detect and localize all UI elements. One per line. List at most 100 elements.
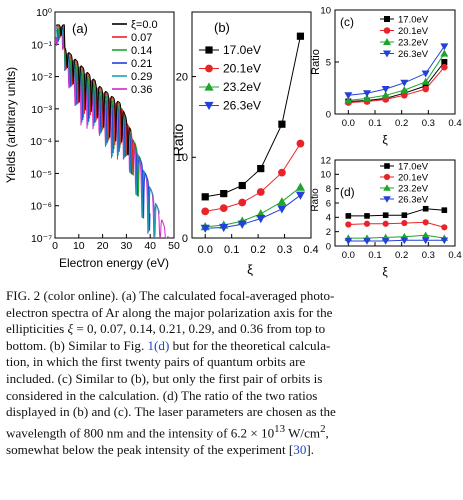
legend-label: 17.0eV — [223, 43, 261, 57]
panel-d-xlabel: ξ — [382, 265, 388, 279]
square-marker — [441, 207, 448, 213]
triangle-down-marker — [363, 90, 371, 98]
caption-line: electron spectra of Ar along the major p… — [6, 305, 458, 322]
panel-b-frame — [191, 11, 312, 239]
caption-exponent: 2 — [320, 422, 326, 435]
x-tick-label: 0.2 — [395, 250, 408, 261]
triangle-down-marker — [256, 215, 266, 224]
citation-link[interactable]: 30 — [293, 441, 307, 457]
triangle-up-marker — [383, 184, 391, 191]
x-tick-label: 0 — [52, 240, 58, 252]
x-tick-label: 0.1 — [368, 250, 381, 261]
triangle-up-marker — [295, 182, 306, 191]
panel-a-ylabel: Yields (arbitrary units) — [4, 67, 18, 183]
series-line — [205, 143, 301, 212]
caption-text: = 0, 0.07, 0.14, 0.21, 0.29, and 0.36 fr… — [73, 321, 326, 337]
legend-label: 0.21 — [131, 58, 152, 70]
triangle-down-marker — [440, 43, 449, 51]
caption-text: tion, in which the first twenty pairs of… — [6, 354, 306, 370]
panel-c-xlabel: ξ — [382, 133, 388, 147]
panel-c-label: (c) — [340, 15, 354, 29]
triangle-up-marker — [383, 38, 391, 45]
panel-b-ylabel: Ratio — [170, 123, 186, 156]
figure-reference-link[interactable]: 1(d) — [147, 337, 170, 353]
caption-text: considered in the calculation. (d) The r… — [6, 387, 318, 403]
square-marker — [220, 190, 228, 198]
square-marker — [238, 181, 246, 190]
x-tick-label: 0.0 — [342, 118, 355, 129]
square-marker — [401, 212, 408, 218]
legend-label: 26.3eV — [223, 99, 261, 113]
caption-text: FIG. 2 (color online). (a) The calculate… — [6, 288, 335, 303]
legend-label: 20.1eV — [398, 26, 429, 37]
circle-marker — [401, 91, 408, 99]
x-tick-label: 50 — [168, 240, 180, 252]
y-tick-label: 0 — [182, 233, 188, 245]
legend-label: 23.2eV — [398, 37, 429, 48]
y-tick-label: 10⁻⁷ — [31, 233, 52, 245]
triangle-down-marker — [237, 220, 247, 229]
legend-label: 23.2eV — [223, 80, 261, 94]
caption-text: electron spectra of Ar along the major p… — [6, 304, 333, 320]
panel-a-xlabel: Electron energy (eV) — [59, 256, 169, 270]
panel-d-ylabel: Ratio — [310, 188, 321, 212]
triangle-down-marker — [363, 238, 371, 245]
circle-marker — [422, 219, 429, 226]
triangle-up-marker — [277, 197, 287, 206]
x-tick-label: 0.3 — [422, 118, 435, 129]
y-tick-label: 12 — [320, 155, 331, 166]
series-line — [205, 194, 301, 229]
legend-label: 0.36 — [131, 84, 152, 96]
panel-a-frame — [54, 11, 175, 239]
caption-line: bottom. (b) Similar to Fig. 1(d) but for… — [6, 338, 458, 355]
y-tick-label: 10 — [176, 152, 188, 164]
y-tick-label: 4 — [326, 213, 331, 224]
triangle-down-marker — [295, 191, 306, 200]
triangle-down-marker — [381, 238, 390, 245]
circle-marker — [345, 221, 352, 228]
square-marker — [296, 32, 305, 40]
panel-c-ylabel: Ratio — [310, 49, 322, 75]
panel-d-frame — [334, 159, 456, 247]
square-marker — [441, 59, 448, 65]
x-tick-label: 0.3 — [277, 244, 292, 256]
caption-line: somewhat below the peak intensity of the… — [6, 442, 458, 459]
caption-text: ]. — [306, 441, 314, 457]
legend-label: ξ=0.0 — [131, 19, 158, 31]
triangle-up-marker — [440, 49, 449, 57]
x-tick-label: 0.0 — [342, 250, 355, 261]
circle-marker — [296, 139, 305, 148]
triangle-down-marker — [200, 224, 210, 233]
circle-marker — [383, 173, 391, 181]
triangle-up-marker — [421, 231, 430, 239]
x-tick-label: 30 — [121, 240, 133, 252]
caption-text: displayed in (b) and (c). The laser para… — [6, 404, 336, 420]
circle-marker — [219, 204, 228, 213]
x-tick-label: 0.4 — [448, 250, 461, 261]
legend-label: 23.2eV — [398, 183, 429, 194]
x-tick-label: 0.2 — [250, 244, 265, 256]
triangle-down-marker — [400, 237, 409, 245]
y-tick-label: 6 — [326, 198, 331, 209]
circle-marker — [401, 219, 408, 227]
legend-label: 17.0eV — [398, 161, 429, 172]
caption-line: included. (c) Similar to (b), but only t… — [6, 371, 458, 388]
triangle-down-marker — [383, 196, 391, 203]
series-line — [205, 36, 301, 198]
square-marker — [382, 212, 389, 218]
x-tick-label: 0.1 — [368, 118, 381, 129]
figure: (a) Yields (arbitrary units) Electron en… — [4, 5, 462, 279]
caption-text: but for the theoretical calcula- — [169, 337, 331, 353]
legend-label: 0.29 — [131, 71, 152, 83]
circle-marker — [238, 198, 247, 207]
x-tick-label: 0.1 — [224, 244, 239, 256]
triangle-up-marker — [400, 86, 409, 94]
triangle-up-marker — [344, 96, 353, 104]
triangle-up-marker — [381, 91, 390, 99]
legend-label: 26.3eV — [398, 49, 429, 60]
x-tick-label: 0.0 — [198, 244, 213, 256]
square-marker — [257, 164, 265, 173]
y-tick-label: 10⁻² — [31, 72, 52, 84]
legend-label: 20.1eV — [223, 62, 261, 76]
x-tick-label: 40 — [144, 240, 156, 252]
